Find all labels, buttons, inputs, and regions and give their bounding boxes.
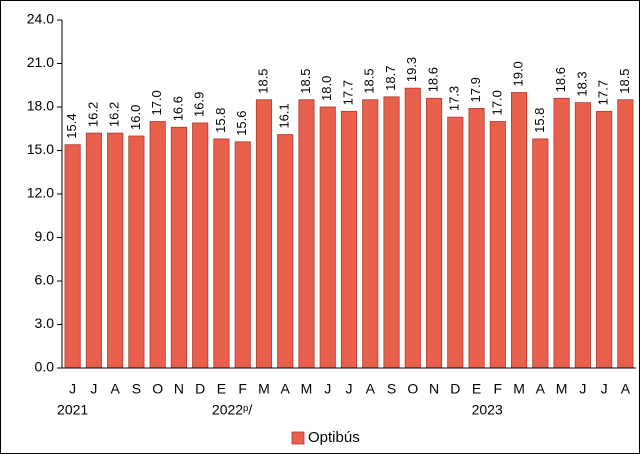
value-label: 15.8 [532,108,547,133]
bar [277,134,294,369]
value-label: 17.7 [340,80,355,105]
x-tick-label: O [407,381,418,397]
x-tick-label: M [556,381,568,397]
legend-swatch [291,431,305,445]
x-tick-label: J [324,381,331,397]
bar [511,92,528,369]
x-tick-label: M [258,381,270,397]
value-label: 17.0 [489,90,504,115]
x-tick-label: A [621,381,631,397]
bar [192,122,209,369]
bar [234,141,251,369]
x-tick-label: J [601,381,608,397]
bar [362,99,379,369]
bar [553,97,570,369]
bar [617,99,634,369]
value-label: 19.3 [404,57,419,82]
value-label: 18.7 [383,66,398,91]
y-tick-label: 6.0 [35,272,55,288]
x-tick-label: M [301,381,313,397]
x-tick-label: E [217,381,226,397]
year-label: 2022ᵖ/ [212,402,252,418]
y-tick-label: 9.0 [35,228,55,244]
bar [255,99,273,369]
value-label: 15.4 [64,113,79,138]
y-tick-label: 3.0 [35,315,55,331]
x-tick-label: A [110,381,120,397]
bar [85,132,102,369]
value-label: 17.0 [149,90,164,115]
x-tick-label: D [450,381,460,397]
x-tick-label: F [494,381,503,397]
bar [447,116,464,369]
value-label: 15.6 [234,110,249,135]
value-label: 18.6 [425,67,440,92]
bar [340,110,358,369]
y-tick-label: 15.0 [27,141,54,157]
value-label: 16.6 [170,96,185,121]
y-tick-label: 18.0 [27,98,54,114]
value-label: 18.6 [553,67,568,92]
bar [489,121,506,369]
legend-label: Optibús [308,429,360,446]
value-label: 19.0 [511,61,526,86]
value-label: 18.5 [362,68,377,93]
value-label: 18.5 [298,68,313,93]
x-tick-label: M [513,381,525,397]
bar [574,102,591,369]
bar [128,135,145,369]
y-tick-label: 0.0 [35,359,55,375]
y-tick-label: 21.0 [27,54,54,70]
x-tick-label: S [132,381,141,397]
value-label: 16.9 [192,92,207,117]
value-label: 17.9 [468,77,483,102]
value-label: 17.3 [447,86,462,111]
x-tick-label: D [195,381,205,397]
x-tick-label: J [346,381,353,397]
value-label: 16.0 [128,105,143,130]
value-label: 15.8 [213,108,228,133]
value-label: 18.5 [255,68,270,93]
value-label: 18.3 [574,71,589,96]
year-label: 2023 [472,402,503,418]
value-label: 16.1 [277,103,292,128]
x-tick-label: F [238,381,247,397]
value-label: 18.0 [319,76,334,101]
bar [596,110,613,369]
bar [170,126,187,369]
bar [404,87,421,369]
x-tick-label: S [387,381,396,397]
x-tick-label: E [472,381,481,397]
bar [213,138,230,369]
x-tick-label: A [281,381,291,397]
bar [298,99,315,369]
value-label: 17.7 [596,80,611,105]
x-tick-label: J [69,381,76,397]
value-label: 16.2 [107,102,122,127]
x-tick-label: N [429,381,439,397]
bar [468,108,485,369]
year-label: 2021 [57,402,88,418]
y-tick-label: 24.0 [27,11,54,27]
x-tick-label: A [536,381,546,397]
y-tick-label: 12.0 [27,185,54,201]
x-tick-label: O [152,381,163,397]
bar [319,106,336,369]
bar [107,132,124,369]
x-tick-label: N [174,381,184,397]
x-tick-label: J [90,381,97,397]
bar [149,121,166,369]
bar [64,144,81,369]
bar [425,97,443,369]
bar [383,96,400,369]
bar [532,138,549,369]
x-tick-label: J [579,381,586,397]
value-label: 18.5 [617,68,632,93]
value-label: 16.2 [85,102,100,127]
x-tick-label: A [366,381,376,397]
